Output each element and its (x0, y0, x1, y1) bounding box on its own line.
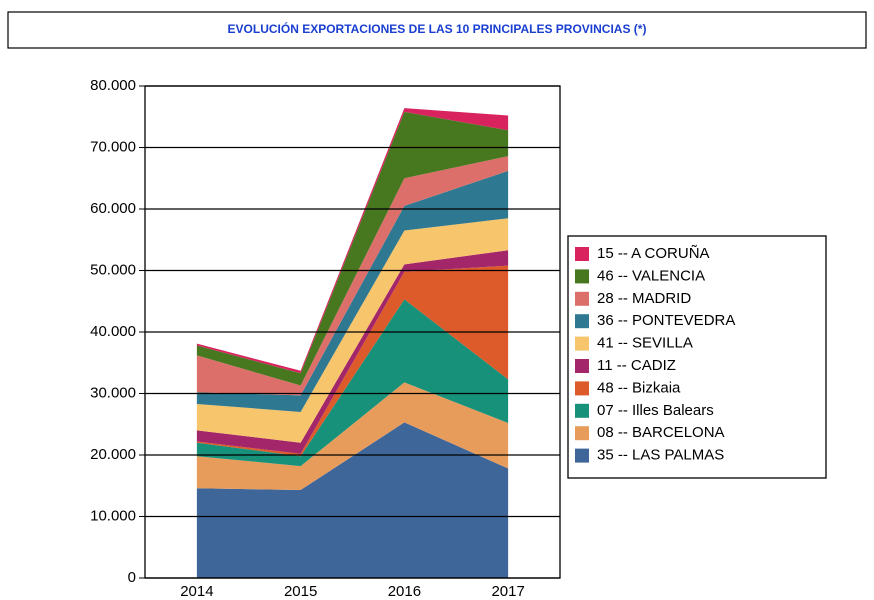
y-tick-label: 10.000 (90, 507, 136, 524)
legend-label: 15 -- A CORUÑA (597, 245, 710, 262)
area (196, 108, 509, 374)
legend-label: 28 -- MADRID (597, 290, 691, 307)
legend-swatch (575, 314, 589, 329)
legend-swatch (575, 359, 589, 373)
y-tick-label: 30.000 (90, 384, 136, 401)
y-tick-label: 60.000 (90, 200, 136, 217)
plot-border (144, 85, 561, 579)
legend-label: 08 -- BARCELONA (597, 424, 725, 441)
y-tick-label: 40.000 (90, 323, 136, 340)
legend-label: 41 -- SEVILLA (597, 335, 693, 352)
area (196, 156, 509, 396)
legend-swatch (575, 426, 589, 441)
legend-swatch (575, 336, 589, 351)
legend-swatch (575, 291, 589, 306)
chart-title: EVOLUCIÓN EXPORTACIONES DE LAS 10 PRINCI… (228, 21, 647, 36)
legend-label: 35 -- LAS PALMAS (597, 447, 724, 464)
area (196, 265, 509, 457)
area (196, 422, 509, 578)
area (196, 299, 509, 467)
legend-box (567, 235, 827, 479)
y-tick-label: 70.000 (90, 138, 136, 155)
y-tick-label: 80.000 (90, 77, 136, 94)
legend-swatch (575, 448, 589, 463)
legend-label: 46 -- VALENCIA (597, 267, 705, 284)
y-tick-label: 50.000 (90, 261, 136, 278)
area (196, 218, 509, 443)
area (196, 111, 509, 386)
y-tick-label: 0 (128, 569, 136, 586)
legend-swatch (575, 269, 589, 284)
area (196, 170, 509, 412)
legend-label: 36 -- PONTEVEDRA (597, 312, 735, 329)
x-tick-label: 2017 (491, 583, 524, 600)
legend-label: 48 -- Bizkaia (597, 379, 681, 396)
x-tick-label: 2014 (180, 583, 213, 600)
y-tick-label: 20.000 (90, 446, 136, 463)
legend-label: 07 -- Illes Balears (597, 402, 714, 419)
title-box (7, 11, 867, 49)
legend-swatch (575, 247, 589, 261)
x-tick-label: 2015 (284, 583, 317, 600)
legend-swatch (575, 403, 589, 418)
legend-label: 11 -- CADIZ (597, 357, 676, 374)
area (196, 382, 509, 491)
x-tick-label: 2016 (388, 583, 421, 600)
legend-swatch (575, 381, 589, 396)
